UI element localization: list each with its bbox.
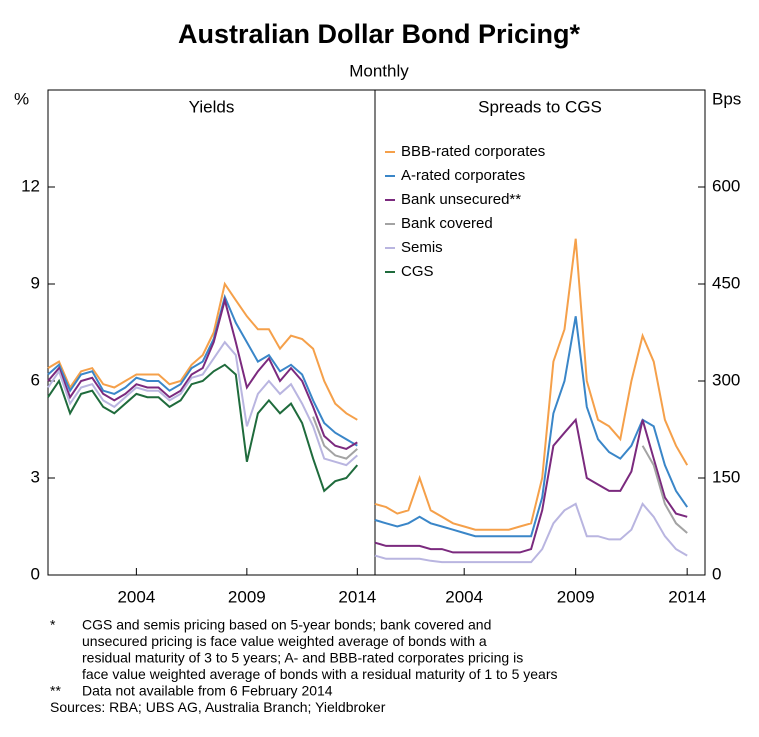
series-line: [374, 502, 688, 564]
note-line: face value weighted average of bonds wit…: [82, 666, 558, 682]
series-line: [641, 445, 688, 534]
y-tick-label: 0: [712, 564, 721, 583]
series-line: [47, 293, 358, 447]
y-tick-label: 12: [21, 176, 40, 195]
series-line: [312, 416, 358, 460]
y-tick-label: 6: [31, 370, 40, 389]
y-tick-label: 300: [712, 370, 740, 389]
y-tick-label: 150: [712, 467, 740, 486]
x-tick-label: 2009: [228, 587, 266, 606]
x-tick-label: 2014: [338, 587, 376, 606]
chart-title: Australian Dollar Bond Pricing*: [178, 19, 581, 49]
series-line: [374, 316, 689, 538]
plot-frame: [47, 89, 706, 576]
x-tick-label: 2014: [668, 587, 706, 606]
legend-label: Bank covered: [401, 215, 493, 232]
y-axis-label: Bps: [712, 89, 741, 108]
legend-label: Bank unsecured**: [401, 191, 521, 208]
series-line: [47, 363, 359, 493]
series-line: [47, 281, 358, 421]
y-tick-label: 9: [31, 273, 40, 292]
note-line: CGS and semis pricing based on 5-year bo…: [82, 617, 491, 633]
legend-label: CGS: [401, 263, 434, 280]
panel-title: Yields: [189, 97, 235, 116]
note-marker: **: [50, 683, 61, 699]
note-marker: *: [50, 617, 56, 633]
legend-label: Semis: [401, 239, 443, 256]
sources: Sources: RBA; UBS AG, Australia Branch; …: [50, 699, 386, 715]
x-tick-label: 2004: [117, 587, 155, 606]
series-line: [374, 417, 688, 554]
y-axis-label: %: [14, 89, 29, 108]
note-line: residual maturity of 3 to 5 years; A- an…: [82, 650, 523, 666]
y-tick-label: 3: [31, 467, 40, 486]
series-line: [47, 296, 358, 450]
legend-label: A-rated corporates: [401, 167, 525, 184]
y-tick-label: 0: [31, 564, 40, 583]
y-tick-label: 450: [712, 273, 740, 292]
chart-subtitle: Monthly: [349, 61, 409, 80]
series-line: [47, 340, 358, 467]
x-tick-label: 2004: [445, 587, 483, 606]
panel-title: Spreads to CGS: [478, 97, 602, 116]
note-line: Data not available from 6 February 2014: [82, 683, 333, 699]
y-tick-label: 600: [712, 176, 740, 195]
note-line: unsecured pricing is face value weighted…: [82, 633, 487, 649]
x-tick-label: 2009: [557, 587, 595, 606]
series-line: [374, 238, 689, 531]
legend-label: BBB-rated corporates: [401, 143, 545, 160]
